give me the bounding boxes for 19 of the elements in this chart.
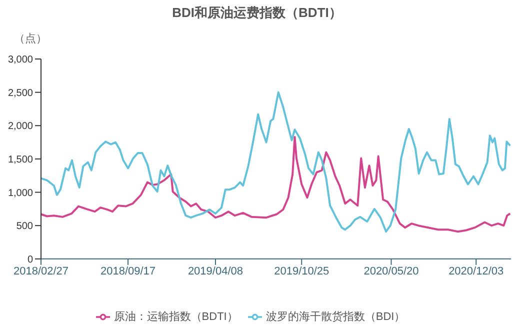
x-tick-label: 2018/09/17 [100, 266, 156, 278]
y-axis-title: （点） [14, 32, 47, 46]
legend-label: 波罗的海干散货指数（BDI） [266, 310, 406, 323]
y-tick-label: 3,000 [8, 54, 34, 66]
x-tick-label: 2019/10/25 [274, 266, 330, 278]
x-tick-label: 2018/02/27 [13, 266, 69, 278]
line-series [41, 91, 511, 233]
legend-label: 原油：运输指数（BDTI） [114, 310, 238, 323]
chart-title: BDI和原油运费指数（BDTI） [171, 4, 343, 22]
y-tick-label: 1,500 [8, 154, 34, 166]
y-tick-label: 0 [27, 254, 34, 266]
x-tick-label: 2020/12/03 [448, 266, 504, 278]
line-series [41, 136, 511, 233]
y-tick-label: 1,000 [8, 188, 34, 199]
y-tick-label: 500 [16, 221, 34, 232]
y-tick-label: 2,500 [8, 88, 34, 99]
y-tick-label: 2,000 [8, 121, 34, 132]
x-tick-label: 2019/04/08 [188, 266, 244, 278]
x-tick-label: 2020/05/20 [364, 266, 419, 278]
